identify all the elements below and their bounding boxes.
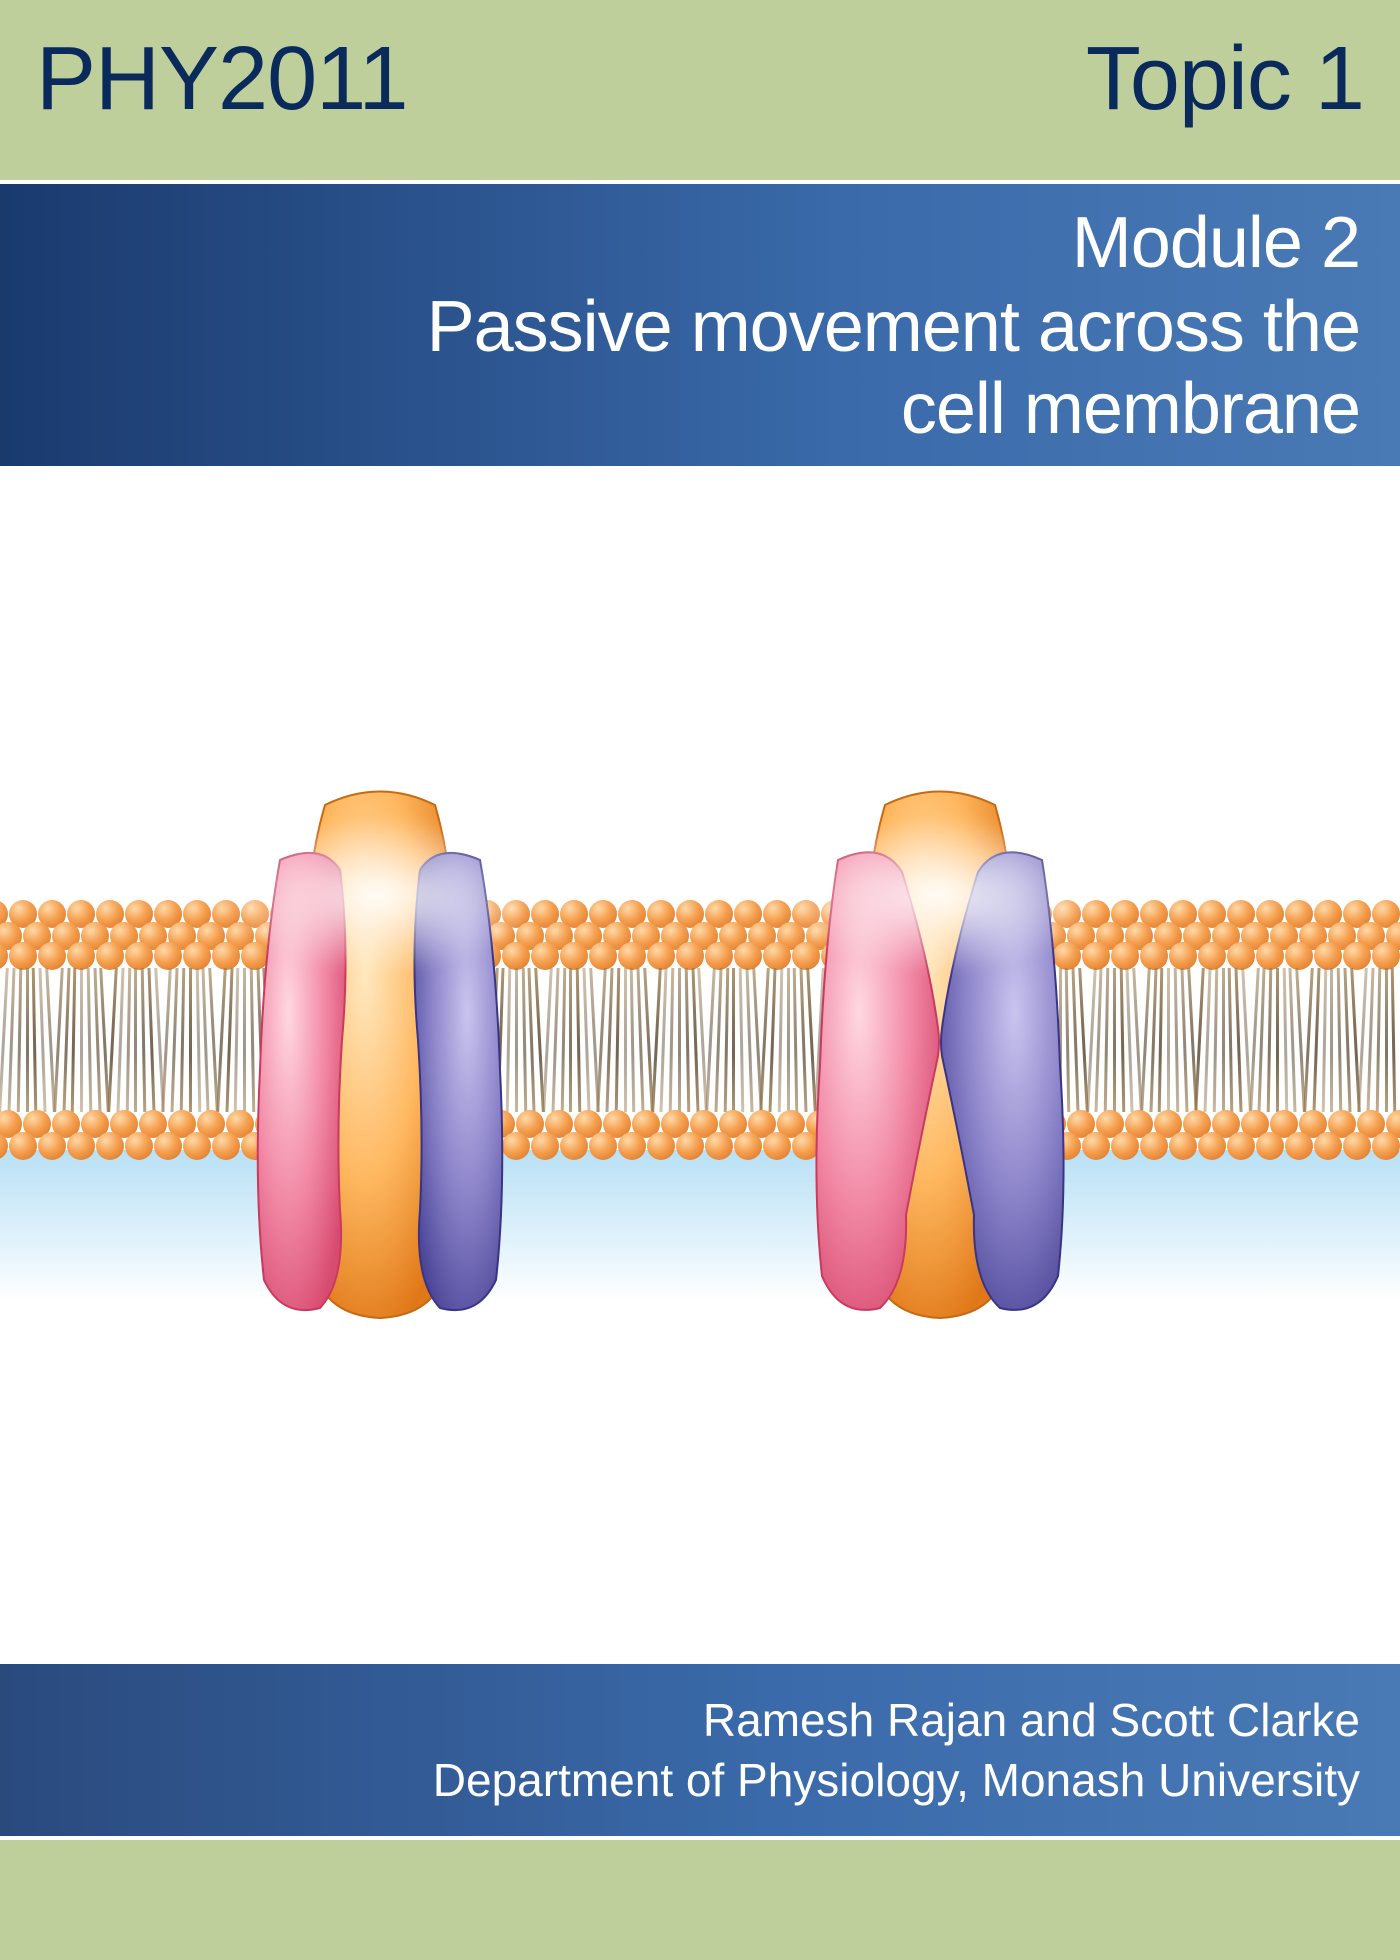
title-line-2: cell membrane: [40, 372, 1360, 448]
glow-icon: [220, 815, 540, 975]
channel-protein-open: [230, 770, 530, 1330]
department: Department of Physiology, Monash Univers…: [433, 1753, 1360, 1807]
authors: Ramesh Rajan and Scott Clarke: [703, 1693, 1360, 1747]
lipid-heads-bottom: [0, 1090, 1400, 1160]
module-number: Module 2: [40, 202, 1360, 284]
diagram-area: [0, 470, 1400, 1660]
lipid-heads-top: [0, 900, 1400, 970]
footer-pad: [0, 1840, 1400, 1960]
credits-band: Ramesh Rajan and Scott Clarke Department…: [0, 1660, 1400, 1840]
glow-icon: [780, 815, 1100, 975]
course-code: PHY2011: [36, 28, 408, 131]
phospholipid-bilayer: [0, 900, 1400, 1160]
intracellular-fluid: [0, 1150, 1400, 1300]
title-line-1: Passive movement across the: [40, 290, 1360, 366]
channel-protein-closed: [790, 770, 1090, 1330]
topic-label: Topic 1: [1086, 28, 1364, 131]
header-bar: PHY2011 Topic 1: [0, 0, 1400, 180]
title-band: Module 2 Passive movement across the cel…: [0, 180, 1400, 470]
cover-page: PHY2011 Topic 1 Module 2 Passive movemen…: [0, 0, 1400, 1960]
